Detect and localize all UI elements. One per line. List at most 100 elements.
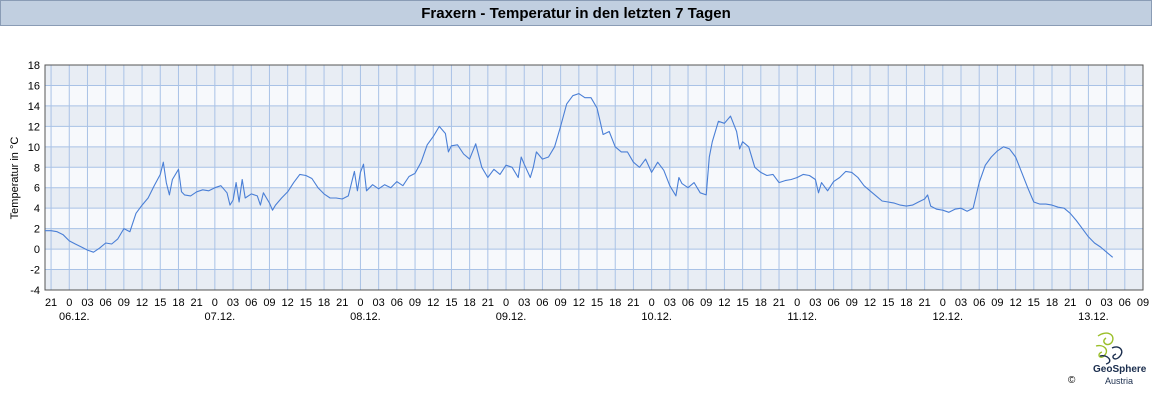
x-tick-label: 18 bbox=[464, 297, 476, 309]
x-tick-label: 03 bbox=[955, 297, 967, 309]
logo-subtitle: Austria bbox=[1105, 376, 1134, 386]
plot-band bbox=[45, 146, 1143, 168]
x-tick-label: 09 bbox=[991, 297, 1003, 309]
x-tick-label: 03 bbox=[809, 297, 821, 309]
x-tick-label: 03 bbox=[664, 297, 676, 309]
x-tick-label: 15 bbox=[154, 297, 166, 309]
x-tick-label: 06 bbox=[536, 297, 548, 309]
x-tick-label: 12 bbox=[427, 297, 439, 309]
x-tick-label: 15 bbox=[591, 297, 603, 309]
x-tick-label: 09 bbox=[409, 297, 421, 309]
x-tick-label: 0 bbox=[940, 297, 946, 309]
chart-title: Fraxern - Temperatur in den letzten 7 Ta… bbox=[421, 4, 731, 22]
y-tick-label: 2 bbox=[34, 224, 40, 236]
y-tick-label: 12 bbox=[28, 121, 40, 133]
x-tick-label: 21 bbox=[918, 297, 930, 309]
x-tick-label: 15 bbox=[300, 297, 312, 309]
x-date-label: 09.12. bbox=[496, 311, 527, 323]
x-tick-label: 18 bbox=[609, 297, 621, 309]
plot-band bbox=[45, 249, 1143, 270]
plot-band bbox=[45, 65, 1143, 86]
x-date-label: 08.12. bbox=[350, 311, 381, 323]
y-tick-label: -4 bbox=[30, 285, 40, 297]
x-tick-label: 06 bbox=[682, 297, 694, 309]
x-tick-label: 06 bbox=[973, 297, 985, 309]
x-tick-label: 0 bbox=[357, 297, 363, 309]
plot-band bbox=[45, 167, 1143, 188]
x-tick-label: 06 bbox=[391, 297, 403, 309]
x-tick-label: 0 bbox=[503, 297, 509, 309]
x-tick-label: 0 bbox=[1085, 297, 1091, 309]
x-tick-label: 21 bbox=[482, 297, 494, 309]
x-tick-label: 03 bbox=[1100, 297, 1112, 309]
y-tick-label: 8 bbox=[34, 162, 40, 174]
y-tick-label: 18 bbox=[28, 60, 40, 72]
y-tick-label: 10 bbox=[28, 142, 40, 154]
x-tick-label: 06 bbox=[100, 297, 112, 309]
x-tick-label: 12 bbox=[573, 297, 585, 309]
plot-band bbox=[45, 228, 1143, 250]
chart-title-bar: Fraxern - Temperatur in den letzten 7 Ta… bbox=[0, 0, 1152, 26]
x-tick-label: 21 bbox=[627, 297, 639, 309]
x-tick-label: 03 bbox=[518, 297, 530, 309]
y-tick-label: 4 bbox=[34, 203, 40, 215]
x-tick-label: 21 bbox=[45, 297, 57, 309]
x-tick-label: 15 bbox=[1028, 297, 1040, 309]
y-tick-label: 0 bbox=[34, 244, 40, 256]
x-tick-label: 09 bbox=[118, 297, 130, 309]
x-tick-label: 18 bbox=[1046, 297, 1058, 309]
plot-band bbox=[45, 105, 1143, 127]
plot-band bbox=[45, 126, 1143, 147]
x-tick-label: 09 bbox=[1137, 297, 1149, 309]
plot-band bbox=[45, 208, 1143, 229]
x-tick-label: 06 bbox=[245, 297, 257, 309]
x-tick-label: 0 bbox=[66, 297, 72, 309]
x-tick-label: 09 bbox=[555, 297, 567, 309]
plot-band bbox=[45, 269, 1143, 290]
x-tick-label: 21 bbox=[336, 297, 348, 309]
y-tick-label: 16 bbox=[28, 80, 40, 92]
x-tick-label: 12 bbox=[136, 297, 148, 309]
x-tick-label: 15 bbox=[882, 297, 894, 309]
x-tick-label: 12 bbox=[1009, 297, 1021, 309]
x-date-label: 10.12. bbox=[641, 311, 672, 323]
x-tick-label: 03 bbox=[81, 297, 93, 309]
x-tick-label: 12 bbox=[282, 297, 294, 309]
plot-band bbox=[45, 85, 1143, 106]
y-tick-label: 14 bbox=[28, 101, 40, 113]
x-tick-label: 12 bbox=[864, 297, 876, 309]
x-tick-label: 06 bbox=[827, 297, 839, 309]
y-tick-label: 6 bbox=[34, 183, 40, 195]
x-tick-label: 21 bbox=[1064, 297, 1076, 309]
x-tick-label: 18 bbox=[755, 297, 767, 309]
x-date-label: 13.12. bbox=[1078, 311, 1109, 323]
x-tick-label: 18 bbox=[318, 297, 330, 309]
x-date-label: 12.12. bbox=[933, 311, 964, 323]
y-tick-label: -2 bbox=[30, 265, 40, 277]
x-tick-label: 03 bbox=[373, 297, 385, 309]
x-tick-label: 15 bbox=[736, 297, 748, 309]
logo-name: GeoSphere bbox=[1093, 364, 1147, 375]
copyright-mark: © bbox=[1068, 375, 1076, 386]
x-tick-label: 21 bbox=[191, 297, 203, 309]
x-tick-label: 18 bbox=[900, 297, 912, 309]
x-tick-label: 18 bbox=[172, 297, 184, 309]
plot-band bbox=[45, 187, 1143, 209]
geosphere-logo-icon bbox=[1095, 332, 1123, 365]
x-tick-label: 0 bbox=[794, 297, 800, 309]
x-tick-label: 09 bbox=[700, 297, 712, 309]
temperature-series-line bbox=[45, 93, 1114, 258]
x-tick-label: 0 bbox=[212, 297, 218, 309]
x-date-label: 07.12. bbox=[205, 311, 236, 323]
x-tick-label: 12 bbox=[718, 297, 730, 309]
y-axis-label: Temperatur in °C bbox=[9, 137, 21, 220]
x-tick-label: 06 bbox=[1119, 297, 1131, 309]
x-tick-label: 09 bbox=[263, 297, 275, 309]
x-tick-label: 21 bbox=[773, 297, 785, 309]
x-tick-label: 09 bbox=[846, 297, 858, 309]
x-tick-label: 03 bbox=[227, 297, 239, 309]
x-date-label: 11.12. bbox=[787, 311, 817, 323]
x-tick-label: 0 bbox=[649, 297, 655, 309]
plot-frame bbox=[44, 64, 1144, 291]
